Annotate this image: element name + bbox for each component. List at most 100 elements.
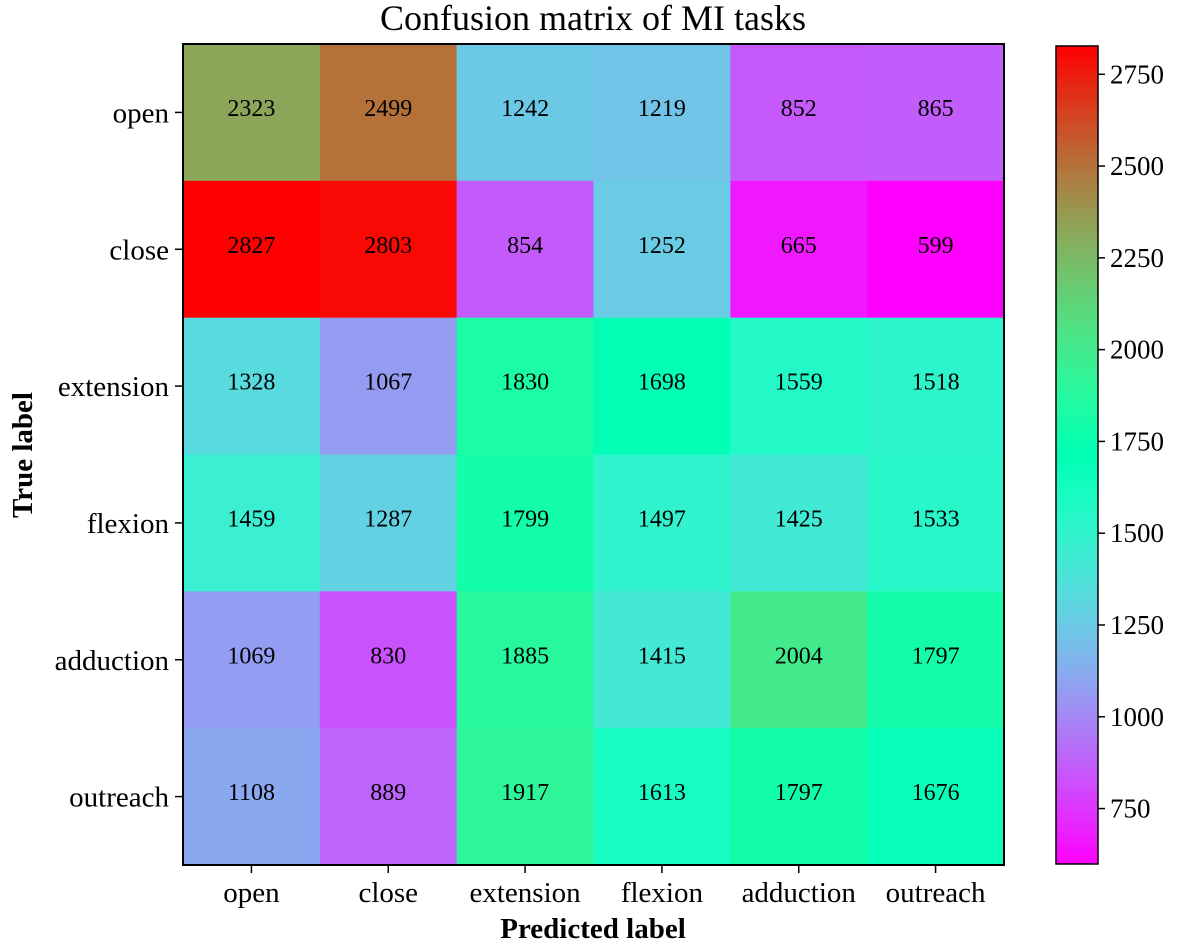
cell-value-label: 2499 xyxy=(364,96,412,122)
cell-value-label: 665 xyxy=(781,233,817,259)
heatmap-cell xyxy=(593,44,731,182)
x-tick-label: extension xyxy=(470,877,582,909)
y-tick-label: extension xyxy=(58,371,170,403)
heatmap-cell xyxy=(730,317,868,455)
heatmap-cells xyxy=(183,44,1005,866)
cell-value-label: 865 xyxy=(918,96,954,122)
cell-value-label: 1830 xyxy=(501,370,549,396)
heatmap-cell xyxy=(730,728,868,866)
heatmap-cell xyxy=(867,317,1005,455)
cell-value-label: 2004 xyxy=(775,643,823,669)
cell-value-label: 599 xyxy=(918,233,954,259)
cell-value-label: 1242 xyxy=(501,96,549,122)
x-axis-label: Predicted label xyxy=(500,913,686,945)
colorbar-tick-label: 1500 xyxy=(1110,518,1164,548)
heatmap-cell xyxy=(456,728,594,866)
cell-value-label: 1917 xyxy=(501,780,549,806)
heatmap-cell xyxy=(730,454,868,592)
colorbar-tick-label: 750 xyxy=(1110,794,1151,824)
cell-value-label: 2803 xyxy=(364,233,412,259)
x-axis-ticks: open close extension flexion adduction outrea… xyxy=(223,865,986,909)
cell-value-label: 1067 xyxy=(364,370,412,396)
x-tick-label: flexion xyxy=(621,877,704,909)
y-tick-label: outreach xyxy=(69,782,169,814)
y-axis-label: True label xyxy=(7,392,39,518)
colorbar-tick-label: 2250 xyxy=(1110,243,1164,273)
heatmap-cell xyxy=(456,317,594,455)
x-tick-label: adduction xyxy=(742,877,857,909)
cell-value-label: 1287 xyxy=(364,506,412,532)
heatmap-cell xyxy=(867,591,1005,729)
cell-value-label: 1797 xyxy=(912,643,960,669)
y-tick-label: flexion xyxy=(87,508,170,540)
heatmap-cell xyxy=(593,591,731,729)
heatmap-cell xyxy=(456,44,594,182)
heatmap-cell xyxy=(593,454,731,592)
cell-value-label: 1425 xyxy=(775,506,823,532)
heatmap-cell xyxy=(183,454,321,592)
heatmap-cell xyxy=(730,180,868,319)
cell-value-label: 1559 xyxy=(775,370,823,396)
heatmap-cell xyxy=(867,180,1005,319)
y-tick-label: open xyxy=(113,97,170,129)
y-axis-ticks: open close extension flexion adduction outrea… xyxy=(55,97,183,814)
colorbar-tick-label: 1000 xyxy=(1110,702,1164,732)
heatmap-cell xyxy=(593,728,731,866)
colorbar-tick-label: 1250 xyxy=(1110,610,1164,640)
cell-value-label: 1459 xyxy=(227,506,275,532)
heatmap-cell xyxy=(867,728,1005,866)
heatmap-cell-labels: 2323 2499 1242 1219 852 865 2827 2803 854 1252 665… xyxy=(227,96,959,806)
cell-value-label: 1533 xyxy=(912,506,960,532)
y-tick-label: close xyxy=(109,234,169,266)
heatmap-cell xyxy=(183,180,321,319)
colorbar-tick-label: 2000 xyxy=(1110,335,1164,365)
heatmap-cell xyxy=(183,317,321,455)
cell-value-label: 852 xyxy=(781,96,817,122)
heatmap-cell xyxy=(183,591,321,729)
heatmap-cell xyxy=(456,180,594,319)
heatmap-cell xyxy=(867,44,1005,182)
colorbar-ticks: 750 1000 1250 1500 1750 2000 2250 2500 2750 xyxy=(1098,59,1164,824)
heatmap-cell xyxy=(183,728,321,866)
heatmap-cell xyxy=(456,591,594,729)
cell-value-label: 2323 xyxy=(227,96,275,122)
x-tick-label: close xyxy=(358,877,418,909)
cell-value-label: 1885 xyxy=(501,643,549,669)
cell-value-label: 889 xyxy=(370,780,406,806)
colorbar xyxy=(1055,45,1099,865)
heatmap-cell xyxy=(183,44,321,182)
cell-value-label: 1219 xyxy=(638,96,686,122)
plot-frame xyxy=(182,43,1005,866)
cell-value-label: 1698 xyxy=(638,370,686,396)
colorbar-tick-label: 1750 xyxy=(1110,426,1164,456)
cell-value-label: 830 xyxy=(370,643,406,669)
heatmap-cell xyxy=(319,317,458,455)
heatmap-cell xyxy=(319,591,458,729)
heatmap-cell xyxy=(319,454,458,592)
cell-value-label: 1613 xyxy=(638,780,686,806)
cell-value-label: 1252 xyxy=(638,233,686,259)
colorbar-tick-label: 2750 xyxy=(1110,59,1164,89)
x-tick-label: outreach xyxy=(886,877,986,909)
heatmap-cell xyxy=(319,728,458,866)
cell-value-label: 854 xyxy=(507,233,543,259)
heatmap-cell xyxy=(730,591,868,729)
cell-value-label: 2827 xyxy=(227,233,275,259)
cell-value-label: 1069 xyxy=(227,643,275,669)
heatmap-cell xyxy=(319,44,458,182)
colorbar-tick-label: 2500 xyxy=(1110,151,1164,181)
cell-value-label: 1497 xyxy=(638,506,686,532)
cell-value-label: 1676 xyxy=(912,780,960,806)
heatmap-cell xyxy=(593,180,731,319)
chart-title: Confusion matrix of MI tasks xyxy=(380,0,806,38)
cell-value-label: 1518 xyxy=(912,370,960,396)
y-tick-label: adduction xyxy=(55,645,170,677)
heatmap-cell xyxy=(730,44,868,182)
cell-value-label: 1797 xyxy=(775,780,823,806)
heatmap-cell xyxy=(867,454,1005,592)
cell-value-label: 1108 xyxy=(228,780,275,806)
cell-value-label: 1328 xyxy=(227,370,275,396)
cell-value-label: 1415 xyxy=(638,643,686,669)
cell-value-label: 1799 xyxy=(501,506,549,532)
